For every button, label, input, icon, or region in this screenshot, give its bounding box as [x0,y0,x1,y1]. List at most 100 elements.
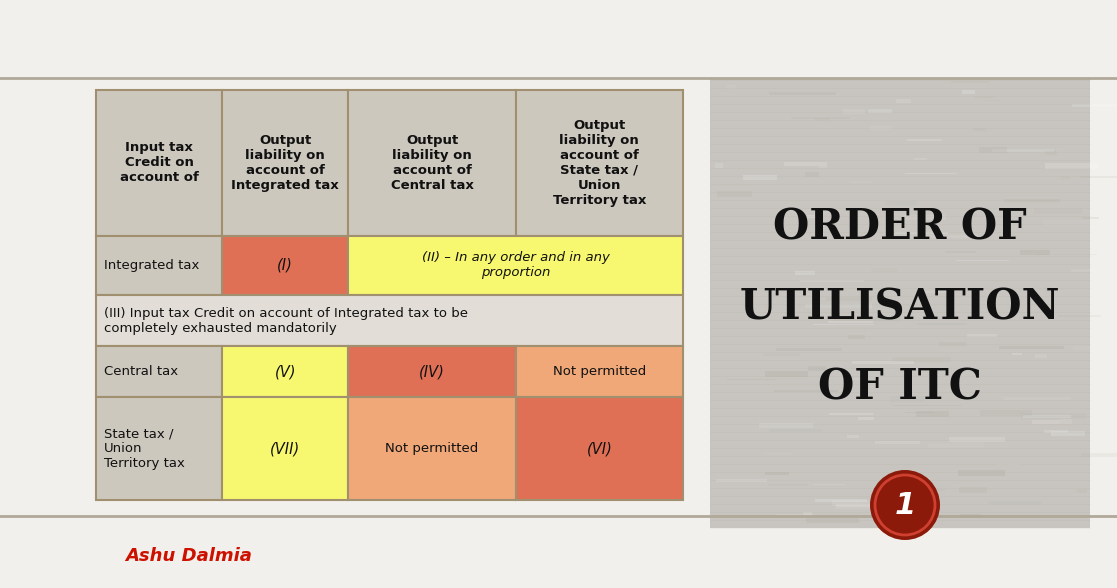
Bar [973,128,986,131]
Bar [727,379,775,380]
Bar [918,290,955,293]
Text: OF ITC: OF ITC [818,367,982,409]
Bar [710,78,1090,528]
Bar [758,423,813,429]
Bar [775,514,813,516]
Bar [770,429,822,432]
Bar [849,335,866,339]
Bar [833,317,900,321]
Bar [1004,397,1071,400]
Bar [958,470,1005,476]
Text: 1: 1 [895,490,916,520]
Bar [795,271,814,275]
Bar [1044,430,1068,433]
Bar [1004,199,1060,202]
Bar [859,497,910,499]
Bar [891,357,951,362]
Bar [1020,250,1050,255]
Text: State tax /
Union
Territory tax: State tax / Union Territory tax [104,427,185,470]
Bar [1078,489,1087,493]
Text: (III) Input tax Credit on account of Integrated tax to be
completely exhausted m: (III) Input tax Credit on account of Int… [104,306,468,335]
Bar [1046,288,1053,292]
Bar [891,405,962,406]
Bar [843,109,865,114]
Text: Ashu Dalmia: Ashu Dalmia [125,547,251,565]
Bar [958,487,987,493]
Bar [349,397,516,500]
Bar [1023,416,1071,418]
Bar [895,232,948,234]
Bar [875,441,920,444]
Bar [743,175,776,180]
Bar [1032,420,1060,425]
Bar [951,81,990,83]
Bar [955,260,1010,261]
Bar [884,512,923,516]
Bar [985,100,1000,101]
Bar [96,346,222,397]
Bar [974,96,995,98]
Bar [813,118,830,121]
Bar [1070,269,1099,272]
Bar [904,215,946,220]
Bar [516,346,682,397]
Bar [791,117,850,119]
Text: Central tax: Central tax [104,365,178,378]
Bar [349,236,682,295]
Bar [842,379,867,380]
Text: Output
liability on
account of
Integrated tax: Output liability on account of Integrate… [231,134,340,192]
Text: UTILISATION: UTILISATION [739,287,1060,329]
Bar [763,353,800,356]
Bar [939,342,966,346]
Bar [1073,346,1117,350]
Bar [1035,253,1097,255]
Bar [96,90,222,236]
Bar [999,346,1063,349]
Bar [831,500,873,506]
Bar [763,453,791,454]
Bar [851,181,871,183]
Bar [836,507,891,509]
Bar [973,309,995,310]
Bar [222,90,349,236]
Bar [997,463,1021,465]
Bar [960,514,982,519]
Bar [1046,163,1098,169]
Bar [222,397,349,500]
Bar [765,472,789,475]
Bar [805,305,872,308]
Bar [870,126,892,131]
Text: ORDER OF: ORDER OF [773,207,1027,249]
Bar [1051,432,1085,436]
Bar [770,92,837,95]
Bar [928,443,984,449]
Bar [96,236,222,295]
Bar [716,479,766,482]
Text: Not permitted: Not permitted [385,442,479,455]
Bar [967,333,996,338]
Bar [837,504,890,507]
Bar [919,489,946,492]
Bar [806,518,859,523]
Bar [917,323,967,325]
Bar [516,397,682,500]
Bar [992,149,1054,152]
Bar [1034,208,1081,214]
Bar [858,417,875,420]
Bar [516,90,682,236]
Bar [814,499,867,502]
Bar [949,437,1005,442]
Bar [1034,353,1047,358]
Bar [828,321,873,323]
Bar [1021,413,1087,419]
Bar [726,85,736,89]
Text: Output
liability on
account of
State tax /
Union
Territory tax: Output liability on account of State tax… [553,119,646,207]
Bar [914,158,927,160]
Bar [978,148,1008,153]
Bar [819,166,827,168]
Bar [905,412,934,413]
Bar [1072,104,1117,107]
Bar [916,411,949,417]
Bar [907,139,943,141]
Bar [1043,220,1100,226]
